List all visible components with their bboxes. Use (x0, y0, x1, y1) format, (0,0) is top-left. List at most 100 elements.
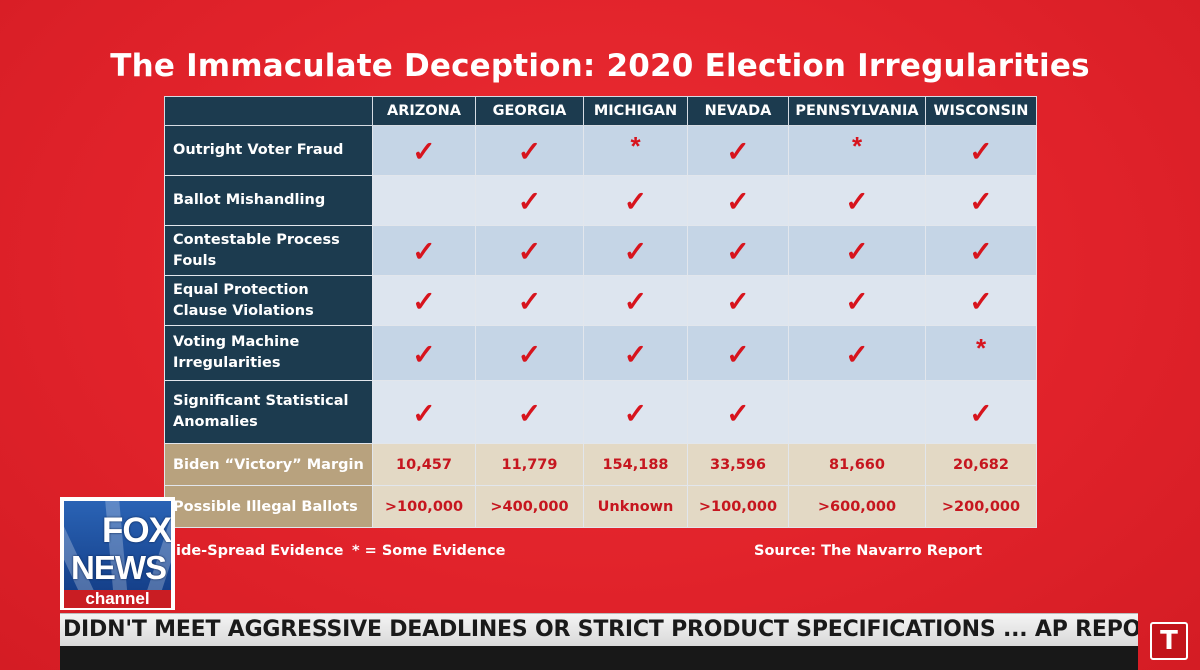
column-header: ARIZONA (372, 96, 476, 126)
check-mark-icon: ✓ (687, 380, 789, 444)
asterisk-mark-icon: * (925, 325, 1037, 381)
check-mark-icon: ✓ (583, 380, 688, 444)
check-mark-glyph: ✓ (969, 236, 993, 267)
column-header: WISCONSIN (925, 96, 1037, 126)
summary-row: Possible Illegal Ballots >100,000 >400,000… (164, 485, 1037, 528)
check-mark-glyph: ✓ (969, 286, 993, 317)
check-mark-glyph: ✓ (845, 338, 869, 370)
check-mark-icon: ✓ (788, 225, 926, 276)
check-mark-icon: ✓ (925, 125, 1037, 176)
check-mark-glyph: ✓ (517, 397, 542, 429)
summary-value: 11,779 (475, 443, 584, 486)
check-mark-icon: ✓ (372, 325, 476, 381)
asterisk-glyph: * (851, 130, 863, 161)
check-mark-icon: ✓ (475, 275, 584, 326)
empty-cell (372, 175, 476, 226)
check-mark-icon: ✓ (687, 225, 789, 276)
ticker-lower-strip (60, 646, 1138, 670)
corner-badge: T (1150, 622, 1188, 660)
asterisk-mark-icon: * (583, 125, 688, 176)
check-mark-glyph: ✓ (623, 338, 648, 370)
header-row: ARIZONA GEORGIA MICHIGAN NEVADA PENNSYLV… (164, 96, 1037, 126)
fox-news-logo: FOX NEWS channel (60, 497, 175, 610)
row-label: Contestable Process Fouls (164, 225, 373, 276)
check-mark-glyph: ✓ (623, 286, 648, 317)
check-mark-icon: ✓ (475, 225, 584, 276)
ticker-text: DIDN'T MEET AGGRESSIVE DEADLINES OR STRI… (63, 617, 1138, 642)
legend-some-evidence: * = Some Evidence (352, 543, 506, 559)
check-mark-glyph: ✓ (412, 136, 436, 167)
summary-value: >100,000 (687, 485, 789, 528)
check-mark-icon: ✓ (925, 275, 1037, 326)
check-mark-icon: ✓ (475, 125, 584, 176)
check-mark-glyph: ✓ (623, 236, 648, 267)
check-mark-glyph: ✓ (726, 136, 750, 167)
row-label: Significant Statistical Anomalies (164, 380, 373, 444)
empty-cell (788, 380, 926, 444)
check-mark-glyph: ✓ (845, 236, 869, 267)
asterisk-mark-icon: * (788, 125, 926, 176)
check-mark-glyph: ✓ (517, 236, 542, 267)
check-mark-glyph: ✓ (623, 186, 648, 217)
column-header: PENNSYLVANIA (788, 96, 926, 126)
check-mark-glyph: ✓ (412, 286, 436, 317)
check-mark-glyph: ✓ (412, 397, 436, 429)
check-mark-glyph: ✓ (412, 338, 436, 370)
logo-blue-panel: FOX NEWS (64, 501, 171, 590)
logo-word-fox: FOX (102, 511, 171, 550)
row-label: Ballot Mishandling (164, 175, 373, 226)
check-mark-icon: ✓ (925, 380, 1037, 444)
check-mark-glyph: ✓ (517, 286, 542, 317)
check-mark-glyph: ✓ (969, 397, 993, 429)
logo-word-news: NEWS (71, 549, 167, 586)
check-mark-glyph: ✓ (726, 236, 750, 267)
check-mark-icon: ✓ (475, 325, 584, 381)
summary-label: Biden “Victory” Margin (164, 443, 373, 486)
check-mark-icon: ✓ (372, 380, 476, 444)
check-mark-icon: ✓ (372, 125, 476, 176)
check-mark-glyph: ✓ (517, 186, 542, 217)
news-ticker: DIDN'T MEET AGGRESSIVE DEADLINES OR STRI… (60, 613, 1138, 647)
check-mark-icon: ✓ (788, 275, 926, 326)
summary-value: 33,596 (687, 443, 789, 486)
check-mark-icon: ✓ (687, 325, 789, 381)
check-mark-icon: ✓ (372, 275, 476, 326)
check-mark-glyph: ✓ (517, 338, 542, 370)
check-mark-icon: ✓ (583, 225, 688, 276)
check-mark-glyph: ✓ (845, 286, 869, 317)
check-mark-icon: ✓ (687, 125, 789, 176)
summary-value: 81,660 (788, 443, 926, 486)
header-corner (164, 96, 373, 126)
check-mark-glyph: ✓ (845, 186, 869, 217)
criteria-row: Equal Protection Clause Violations ✓ ✓ ✓ ✓ ✓ ✓ (164, 275, 1037, 326)
summary-value: 10,457 (372, 443, 476, 486)
criteria-row: Voting Machine Irregularities ✓ ✓ ✓ ✓ ✓ * (164, 325, 1037, 381)
summary-value: >400,000 (475, 485, 584, 528)
check-mark-icon: ✓ (475, 175, 584, 226)
check-mark-glyph: ✓ (969, 186, 993, 217)
check-mark-icon: ✓ (583, 175, 688, 226)
check-mark-icon: ✓ (788, 175, 926, 226)
row-label: Equal Protection Clause Violations (164, 275, 373, 326)
summary-value: Unknown (583, 485, 688, 528)
check-mark-glyph: ✓ (623, 397, 648, 429)
summary-row: Biden “Victory” Margin 10,457 11,779 154,18… (164, 443, 1037, 486)
check-mark-glyph: ✓ (726, 397, 750, 429)
asterisk-glyph: * (975, 333, 987, 363)
criteria-row: Ballot Mishandling ✓ ✓ ✓ ✓ ✓ (164, 175, 1037, 226)
column-header: GEORGIA (475, 96, 584, 126)
summary-value: 154,188 (583, 443, 688, 486)
criteria-row: Significant Statistical Anomalies ✓ ✓ ✓ ✓ ✓ (164, 380, 1037, 444)
check-mark-glyph: ✓ (726, 338, 750, 370)
row-label: Voting Machine Irregularities (164, 325, 373, 381)
legend-widespread: ide-Spread Evidence (176, 543, 344, 559)
source-note: Source: The Navarro Report (754, 543, 983, 559)
asterisk-glyph: * (630, 130, 641, 161)
summary-value: >600,000 (788, 485, 926, 528)
check-mark-icon: ✓ (687, 175, 789, 226)
logo-word-channel: channel (64, 590, 171, 608)
check-mark-icon: ✓ (583, 275, 688, 326)
check-mark-icon: ✓ (583, 325, 688, 381)
summary-value: >200,000 (925, 485, 1037, 528)
column-header: MICHIGAN (583, 96, 688, 126)
